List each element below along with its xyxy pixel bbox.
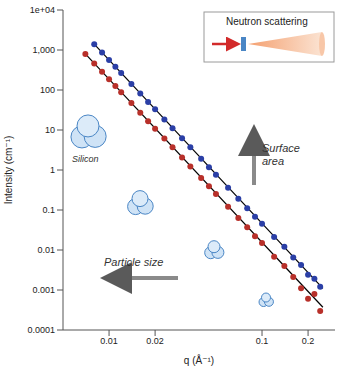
svg-text:0.01: 0.01 bbox=[100, 336, 118, 346]
html-text:Neutron scattering: Neutron scattering bbox=[226, 16, 308, 27]
svg-text:0.0001: 0.0001 bbox=[27, 325, 55, 335]
svg-text:0.1: 0.1 bbox=[256, 336, 269, 346]
svg-text:0.02: 0.02 bbox=[146, 336, 164, 346]
svg-text:0.001: 0.001 bbox=[32, 285, 55, 295]
svg-text:0.2: 0.2 bbox=[302, 336, 315, 346]
svg-text:0.1: 0.1 bbox=[42, 205, 55, 215]
svg-text:1,000: 1,000 bbox=[32, 45, 55, 55]
html-text:Silicon: Silicon bbox=[72, 154, 99, 164]
html-text:Surface area: Surface area bbox=[262, 142, 300, 167]
svg-text:q (Å⁻¹): q (Å⁻¹) bbox=[184, 354, 214, 366]
svg-text:10: 10 bbox=[45, 125, 55, 135]
svg-text:100: 100 bbox=[40, 85, 55, 95]
svg-text:Intensity (cm⁻¹): Intensity (cm⁻¹) bbox=[3, 136, 14, 205]
html-text:Particle size: Particle size bbox=[104, 256, 164, 268]
svg-text:1: 1 bbox=[50, 165, 55, 175]
svg-text:0.01: 0.01 bbox=[37, 245, 55, 255]
svg-text:1e+04: 1e+04 bbox=[30, 5, 55, 15]
